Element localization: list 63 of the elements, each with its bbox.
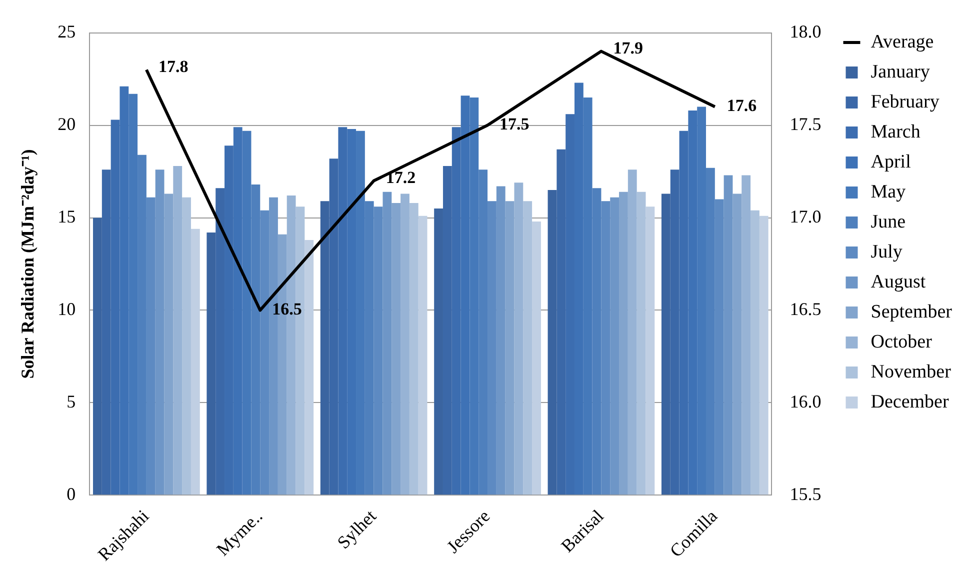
bar: [496, 186, 506, 495]
data-label: 17.6: [726, 96, 757, 116]
y2-tick-label: 17.5: [790, 114, 822, 134]
bar: [182, 197, 191, 495]
bar: [646, 206, 655, 495]
bar: [409, 202, 418, 495]
bar: [400, 194, 410, 495]
y2-tick-label: 16.5: [790, 298, 822, 319]
bar: [532, 221, 541, 495]
bar: [601, 201, 610, 495]
bar: [724, 175, 733, 495]
bar: [714, 199, 724, 495]
bar: [610, 197, 620, 495]
bar: [304, 240, 314, 495]
legend-label: October: [870, 331, 933, 352]
bar: [619, 192, 628, 495]
bar: [732, 194, 742, 495]
bar: [374, 206, 383, 495]
legend-label: May: [870, 181, 906, 202]
y2-tick-label: 15.5: [790, 484, 822, 504]
y2-tick-label: 17.0: [790, 206, 822, 226]
bar: [523, 201, 532, 495]
y2-tick-label: 16.0: [790, 391, 822, 412]
legend-label: September: [870, 301, 953, 322]
y2-tick-label: 18.0: [790, 22, 822, 42]
bar: [636, 192, 646, 495]
bar: [164, 194, 174, 495]
data-label: 17.5: [500, 114, 530, 134]
bar: [488, 201, 496, 495]
bar: [742, 175, 751, 495]
legend-label: February: [870, 91, 940, 112]
legend-label: Average: [870, 31, 934, 52]
bar: [155, 170, 164, 495]
bar: [759, 216, 768, 495]
bar: [173, 166, 182, 495]
data-label: 17.8: [158, 57, 188, 76]
y-tick-label: 20: [58, 114, 76, 134]
y-tick-label: 0: [66, 484, 76, 504]
bar: [392, 202, 401, 495]
bar: [628, 170, 637, 495]
bar: [750, 210, 760, 495]
legend-label: December: [870, 391, 950, 412]
legend-label: June: [870, 211, 906, 232]
legend-label: August: [870, 271, 926, 292]
bar: [514, 182, 524, 495]
data-label: 17.9: [613, 38, 643, 58]
bar: [190, 228, 200, 495]
legend-label: March: [870, 121, 921, 142]
y-tick-label: 25: [58, 22, 76, 42]
y-tick-label: 5: [66, 391, 76, 412]
legend-label: April: [870, 151, 911, 172]
bar: [418, 216, 428, 495]
legend-label: July: [870, 241, 903, 262]
y-axis-title: Solar Radiation (MJm⁻²day⁻¹): [17, 149, 38, 379]
y-tick-label: 10: [58, 298, 76, 319]
data-label: 16.5: [272, 300, 302, 319]
bar: [382, 192, 392, 495]
bar: [260, 210, 270, 495]
y-tick-label: 15: [58, 206, 76, 226]
legend-label: January: [870, 61, 930, 82]
bar: [146, 197, 156, 495]
legend-label: November: [870, 361, 952, 382]
bar: [505, 201, 514, 495]
